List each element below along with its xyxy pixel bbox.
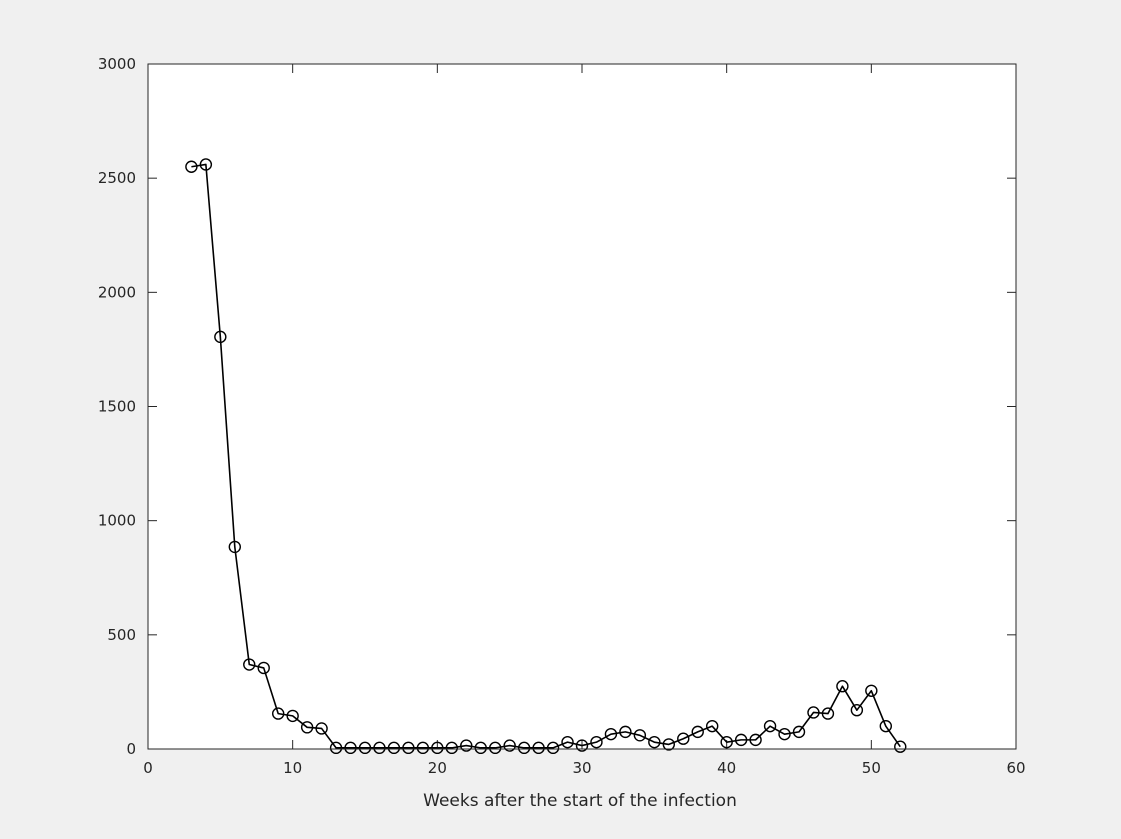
data-point bbox=[272, 707, 285, 720]
data-point bbox=[575, 739, 589, 752]
data-point bbox=[677, 732, 690, 745]
data-point bbox=[792, 725, 806, 739]
data-point bbox=[402, 741, 415, 755]
data-point bbox=[836, 680, 849, 693]
data-point bbox=[648, 735, 661, 749]
data-point bbox=[879, 719, 892, 733]
data-point bbox=[865, 684, 878, 697]
plot-area bbox=[148, 64, 1016, 749]
data-point bbox=[604, 727, 618, 741]
data-point bbox=[373, 741, 386, 755]
data-point bbox=[431, 741, 444, 755]
data-point bbox=[315, 722, 328, 735]
data-point bbox=[185, 160, 198, 173]
data-point bbox=[662, 738, 675, 751]
y-tick-label: 3000 bbox=[98, 55, 136, 73]
x-tick-label: 10 bbox=[283, 759, 302, 777]
data-point bbox=[358, 741, 372, 755]
data-point bbox=[691, 725, 704, 739]
x-tick-label: 60 bbox=[1006, 759, 1025, 777]
data-point bbox=[286, 709, 299, 723]
data-point bbox=[763, 719, 777, 733]
data-point bbox=[460, 739, 473, 752]
data-point bbox=[199, 158, 213, 171]
series-layer bbox=[185, 158, 907, 755]
plot-frame bbox=[147, 63, 1017, 750]
data-point bbox=[561, 735, 574, 749]
data-point bbox=[300, 721, 314, 734]
y-tick-label: 2500 bbox=[98, 169, 136, 187]
data-point bbox=[228, 540, 242, 554]
data-point bbox=[214, 330, 227, 344]
data-point bbox=[546, 741, 560, 755]
data-point bbox=[517, 741, 531, 755]
data-point bbox=[387, 741, 401, 755]
tick-labels: 0 10 20 30 40 50 60 0 500 1000 1500 2000 2500 3000 bbox=[98, 55, 1026, 777]
data-point bbox=[633, 729, 647, 742]
data-point bbox=[850, 703, 864, 717]
data-point bbox=[720, 735, 733, 749]
y-tick-label: 1500 bbox=[98, 398, 136, 416]
x-tick-label: 0 bbox=[143, 759, 153, 777]
x-tick-label: 30 bbox=[572, 759, 591, 777]
data-point bbox=[778, 727, 791, 741]
data-point bbox=[445, 741, 458, 755]
data-point bbox=[257, 661, 270, 675]
data-point bbox=[749, 733, 762, 747]
y-tick-label: 500 bbox=[107, 626, 136, 644]
series-line bbox=[191, 163, 901, 749]
data-point bbox=[619, 725, 632, 739]
data-point bbox=[734, 733, 748, 747]
y-tick-label: 2000 bbox=[98, 283, 136, 301]
data-point bbox=[489, 741, 502, 755]
data-point bbox=[590, 735, 603, 749]
data-point bbox=[416, 741, 430, 755]
data-point bbox=[807, 706, 820, 719]
y-tick-label: 0 bbox=[126, 740, 136, 758]
data-point bbox=[243, 658, 256, 671]
x-tick-label: 40 bbox=[717, 759, 736, 777]
data-point bbox=[532, 741, 545, 755]
data-point bbox=[894, 740, 907, 753]
x-tick-label: 50 bbox=[862, 759, 881, 777]
y-tick-label: 1000 bbox=[98, 512, 136, 530]
data-point bbox=[344, 741, 357, 755]
x-axis-label: Weeks after the start of the infection bbox=[423, 791, 737, 811]
data-point bbox=[329, 741, 343, 755]
data-point bbox=[503, 739, 516, 752]
data-point bbox=[474, 741, 487, 755]
data-point bbox=[821, 707, 835, 720]
data-point bbox=[706, 719, 719, 733]
x-tick-label: 20 bbox=[428, 759, 447, 777]
